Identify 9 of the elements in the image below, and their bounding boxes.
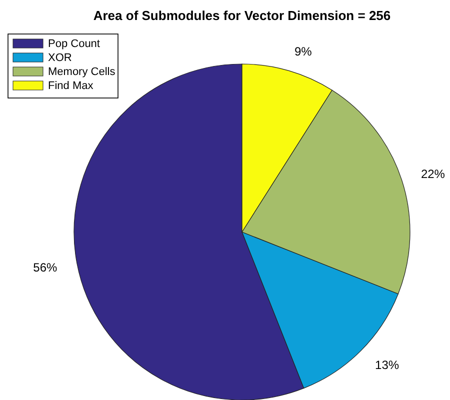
legend-label: Find Max xyxy=(48,80,94,92)
data-label: 56% xyxy=(33,260,58,274)
legend-label: Pop Count xyxy=(48,38,100,50)
data-label: 13% xyxy=(375,358,400,372)
data-label: 22% xyxy=(420,166,446,181)
data-label: 9% xyxy=(294,44,312,58)
legend-label: XOR xyxy=(48,52,72,64)
legend-label: Memory Cells xyxy=(48,66,116,78)
chart-title: Area of Submodules for Vector Dimension = 256 xyxy=(93,8,391,23)
